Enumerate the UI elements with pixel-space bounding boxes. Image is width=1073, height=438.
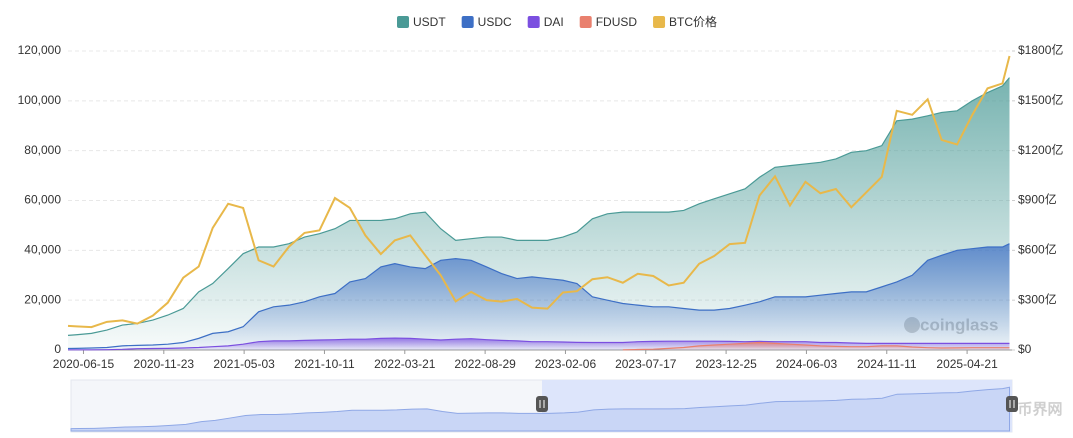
x-tick-label: 2021-10-11 <box>294 357 355 371</box>
y-tick-label: 60,000 <box>24 193 61 207</box>
x-tick-label: 2024-06-03 <box>776 357 838 371</box>
legend-label[interactable]: USDC <box>478 15 512 29</box>
legend-label[interactable]: BTC价格 <box>669 14 717 29</box>
y2-tick-label: $1500亿 <box>1018 92 1063 107</box>
legend-label[interactable]: FDUSD <box>596 15 638 29</box>
x-tick-label: 2022-08-29 <box>454 357 516 371</box>
y-tick-label: 20,000 <box>24 292 61 306</box>
navigator-handle[interactable] <box>536 396 548 412</box>
x-tick-label: 2020-06-15 <box>53 357 115 371</box>
y2-tick-label: $0 <box>1018 342 1032 356</box>
x-tick-label: 2020-11-23 <box>134 357 195 371</box>
area-line <box>67 77 1010 336</box>
x-tick-label: 2024-11-11 <box>857 357 917 371</box>
y2-tick-label: $1200亿 <box>1018 142 1063 157</box>
y-tick-label: 100,000 <box>18 93 62 107</box>
legend-swatch[interactable] <box>397 16 409 28</box>
source-logo: 币界网 <box>1017 401 1062 418</box>
navigator-handle[interactable] <box>1006 396 1018 412</box>
y-tick-label: 40,000 <box>24 243 61 257</box>
y2-tick-label: $1800亿 <box>1018 42 1063 57</box>
area-line <box>622 341 1010 351</box>
y2-tick-label: $600亿 <box>1018 242 1057 257</box>
legend-label[interactable]: USDT <box>413 15 446 29</box>
x-tick-label: 2022-03-21 <box>374 357 436 371</box>
x-tick-label: 2023-07-17 <box>615 357 677 371</box>
y2-tick-label: $300亿 <box>1018 291 1057 306</box>
area-line <box>67 243 1010 350</box>
navigator-area <box>70 386 1011 432</box>
legend-swatch[interactable] <box>461 16 474 28</box>
legend-swatch[interactable] <box>653 16 666 28</box>
x-tick-label: 2021-05-03 <box>213 357 275 371</box>
legend-swatch[interactable] <box>527 16 540 28</box>
y2-tick-label: $900亿 <box>1018 192 1057 207</box>
x-tick-label: 2023-02-06 <box>535 357 597 371</box>
area <box>68 243 1010 350</box>
area <box>622 342 1010 350</box>
area-line <box>68 337 1010 351</box>
legend-label[interactable]: DAI <box>544 15 564 29</box>
y-tick-label: 120,000 <box>18 43 62 57</box>
area <box>68 77 1010 351</box>
y-tick-label: 80,000 <box>24 143 61 157</box>
x-tick-label: 2023-12-25 <box>695 357 757 371</box>
x-tick-label: 2025-04-21 <box>936 357 998 371</box>
line <box>67 55 1011 329</box>
y-tick-label: 0 <box>54 342 61 356</box>
legend-swatch[interactable] <box>579 16 592 28</box>
